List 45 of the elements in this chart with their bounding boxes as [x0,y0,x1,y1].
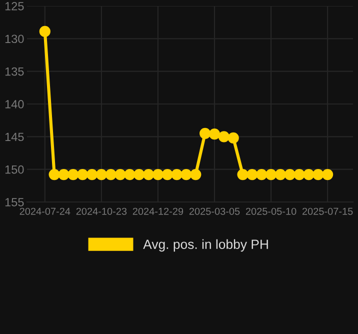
point [265,169,277,180]
x-tick-label: 2025-03-05 [189,208,240,215]
point [322,169,334,180]
point [134,169,145,180]
y-tick-label: 150 [5,165,24,174]
point [284,169,296,180]
point [180,169,192,180]
point [105,169,116,180]
point [237,169,248,180]
point [312,169,324,180]
point [39,26,50,38]
point [246,169,258,180]
y-tick-label: 125 [5,2,24,10]
x-tick-label: 2025-05-10 [246,208,296,215]
point [256,169,268,180]
point [274,169,286,180]
point [152,169,164,180]
point [68,169,79,180]
point [142,169,154,180]
x-tick-label: 2024-12-29 [132,208,184,215]
point [58,169,70,180]
point [86,169,98,180]
point [114,169,126,180]
point [303,169,314,180]
point [96,169,107,180]
x-tick-label: 2024-10-23 [76,208,127,215]
y-tick-label: 130 [5,34,24,44]
point [294,169,305,180]
point [124,169,136,180]
y-tick-label: 145 [5,132,24,142]
point [77,169,88,180]
point [208,128,220,140]
y-tick-label: 155 [5,198,24,206]
point [200,128,211,139]
point [171,169,182,180]
y-tick-label: 140 [5,100,24,108]
legend-label: Avg. pos. in lobby PH [143,239,268,252]
point [228,132,239,144]
point [190,169,202,180]
y-tick-label: 135 [5,67,24,76]
point [218,131,230,142]
x-tick-label: 2024-07-24 [20,208,70,215]
x-tick-label: 2025-07-15 [302,208,353,215]
point [48,169,60,180]
point [162,169,173,180]
